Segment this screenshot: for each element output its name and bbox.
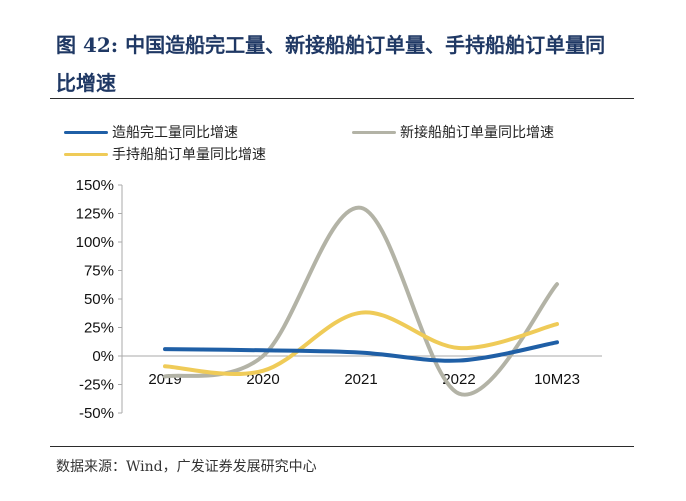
- legend-item-orderbook: 手持船舶订单量同比增速: [64, 144, 266, 164]
- chart-legend: 造船完工量同比增速 新接船舶订单量同比增速 手持船舶订单量同比增速: [62, 122, 622, 166]
- series-line-orderbook: [163, 310, 559, 376]
- x-tick-label: 2022: [442, 371, 475, 388]
- x-tick-label: 10M23: [534, 371, 580, 388]
- source-divider: [50, 446, 634, 447]
- series-line-completed: [163, 340, 559, 363]
- series-line-new-orders: [163, 205, 559, 397]
- legend-swatch-completed: [64, 130, 108, 134]
- legend-swatch-orderbook: [64, 152, 108, 156]
- legend-swatch-new-orders: [352, 130, 396, 134]
- figure-title: 图 42: 中国造船完工量、新接船舶订单量、手持船舶订单量同比增速: [56, 33, 606, 95]
- chart-card: [44, 18, 638, 486]
- x-tick-label: 2019: [148, 371, 181, 388]
- y-tick-label: 125%: [76, 206, 114, 223]
- y-tick-label: 50%: [84, 291, 114, 308]
- legend-item-new-orders: 新接船舶订单量同比增速: [352, 122, 554, 142]
- y-tick-label: 100%: [76, 234, 114, 251]
- legend-item-completed: 造船完工量同比增速: [64, 122, 238, 142]
- y-tick-label: 0%: [92, 348, 114, 365]
- data-source-note: 数据来源：Wind，广发证券发展研究中心: [56, 459, 317, 475]
- y-tick-label: 25%: [84, 320, 114, 337]
- title-divider: [50, 98, 634, 99]
- x-tick-label: 2021: [344, 371, 377, 388]
- legend-label-new-orders: 新接船舶订单量同比增速: [400, 125, 554, 141]
- legend-label-completed: 造船完工量同比增速: [112, 125, 238, 141]
- y-tick-label: 75%: [84, 263, 114, 280]
- y-tick-label: -25%: [79, 377, 114, 394]
- y-tick-label: -50%: [79, 405, 114, 420]
- x-tick-label: 2020: [246, 371, 279, 388]
- line-chart: 150% 125% 100% 75% 50% 25% 0% -25% -50% 2019 2020 2…: [76, 177, 602, 420]
- legend-label-orderbook: 手持船舶订单量同比增速: [112, 147, 266, 163]
- y-tick-label: 150%: [76, 177, 114, 194]
